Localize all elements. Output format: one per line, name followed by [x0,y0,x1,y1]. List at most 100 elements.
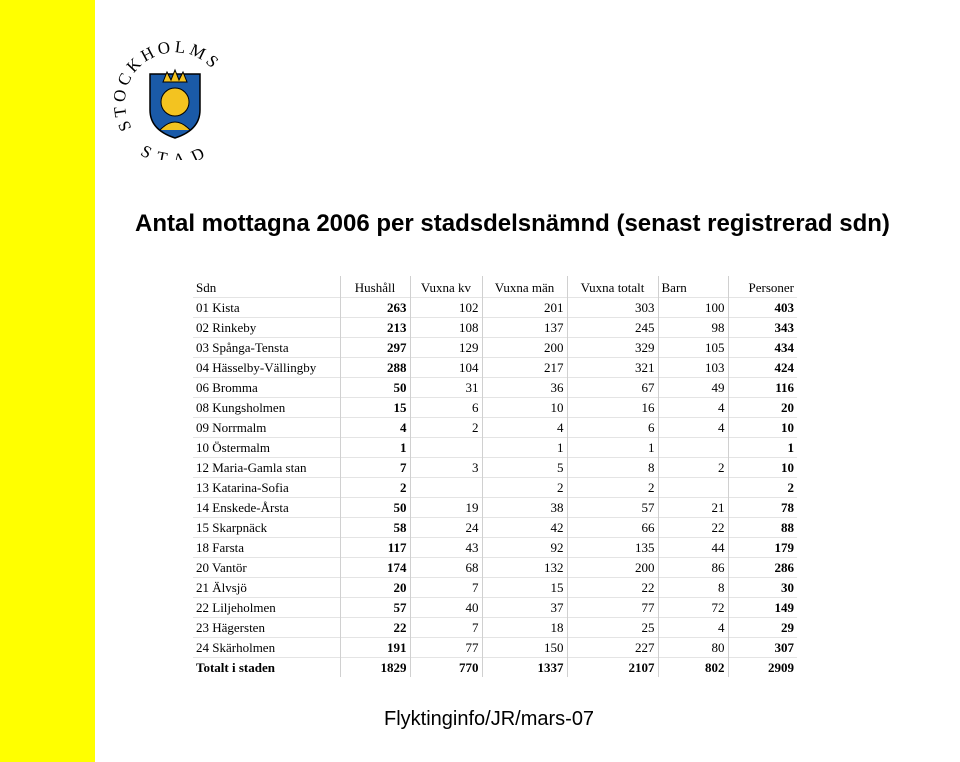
table-cell: 6 [409,397,482,418]
table-row: 15 Skarpnäck 58 24 42 66 22 88 [193,517,797,538]
table-cell: 2 [566,477,658,498]
table-cell: 102 [409,297,482,318]
table-row: 10 Östermalm 1 1 1 1 [193,437,797,458]
table-cell: 18 [481,617,567,638]
table-row: 18 Farsta 117 43 92 135 44 179 [193,537,797,558]
table-cell: 43 [409,537,482,558]
table-row: 09 Norrmalm 4 2 4 6 4 10 [193,417,797,438]
table-cell: 14 Enskede-Årsta [193,497,340,518]
table-cell: 15 [481,577,567,598]
shoulders [159,121,191,131]
table-cell: 18 Farsta [193,537,340,558]
table-cell: 403 [727,297,797,318]
header-cell: Sdn [196,279,217,295]
table-cell: 149 [727,597,797,618]
table-cell: 201 [481,297,567,318]
footer: Flyktinginfo/JR/mars-07 [384,708,595,730]
table-cell: 58 [339,517,410,538]
header-cell: Barn [657,276,728,298]
table-cell: 13 Katarina-Sofia [193,477,340,498]
table-cell: Totalt i staden [193,657,340,677]
table-cell: 80 [657,637,728,658]
table-cell: 286 [727,557,797,578]
table-cell: 40 [409,597,482,618]
table-cell: 2 [339,477,410,498]
table-row: 22 Liljeholmen 57 40 37 77 72 149 [193,597,797,618]
table-cell: 49 [657,377,728,398]
table-cell: 4 [339,417,410,438]
table-cell: 09 Norrmalm [193,417,340,438]
table-cell: 21 [657,497,728,518]
header-cell: Vuxna totalt [566,276,658,298]
table-cell: 100 [657,297,728,318]
table-cell: 105 [657,337,728,358]
header-cell: Vuxna kv [409,276,482,298]
yellow-stripe [0,0,95,762]
table-cell: 42 [481,517,567,538]
table-cell: 67 [566,377,658,398]
table-cell: 38 [481,497,567,518]
header-cell: Hushåll [339,276,410,298]
table-row: 21 Älvsjö 20 7 15 22 8 30 [193,577,797,598]
table-cell: 88 [727,517,797,538]
table-cell: 4 [657,397,728,418]
table-row: Totalt i staden 1829 770 1337 2107 802 2909 [193,657,797,677]
table-cell [657,437,728,458]
table-cell: 22 [657,517,728,538]
table: Sdn Hushåll Vuxna kv Vuxna män Vuxna totalt B… [193,276,797,677]
header-row: Sdn Hushåll Vuxna kv Vuxna män Vuxna totalt B… [193,276,797,298]
table-cell: 50 [339,377,410,398]
table-cell: 191 [339,637,410,658]
logo: STOCKHOLMS STAD [110,37,221,160]
table-cell: 24 Skärholmen [193,637,340,658]
table-cell: 8 [566,457,658,478]
table-cell: 7 [409,577,482,598]
table-cell: 1 [339,437,410,458]
table-cell: 12 Maria-Gamla stan [193,457,340,478]
logo-bottom-text: STAD [138,141,212,160]
table-cell: 2 [727,477,797,498]
table-cell: 22 [339,617,410,638]
table-cell: 03 Spånga-Tensta [193,337,340,358]
table-cell: 31 [409,377,482,398]
table-cell: 2 [409,417,482,438]
table-cell: 78 [727,497,797,518]
table-cell: 770 [409,657,482,677]
table-cell: 29 [727,617,797,638]
table-cell: 23 Hägersten [193,617,340,638]
table-cell: 15 [339,397,410,418]
table-cell: 1 [566,437,658,458]
table-cell: 129 [409,337,482,358]
table-cell: 5 [481,457,567,478]
table-cell: 132 [481,557,567,578]
table-cell: 217 [481,357,567,378]
table-cell: 6 [566,417,658,438]
header-cell: Vuxna män [481,276,567,298]
table-cell: 25 [566,617,658,638]
table-cell: 10 [727,457,797,478]
table-cell: 4 [481,417,567,438]
table-cell: 2107 [566,657,658,677]
table-cell: 116 [727,377,797,398]
table-cell: 22 [566,577,658,598]
table-cell: 108 [409,317,482,338]
table-row: 12 Maria-Gamla stan 7 3 5 8 2 10 [193,457,797,478]
table-cell: 1829 [339,657,410,677]
table-cell: 117 [339,537,410,558]
table-cell: 02 Rinkeby [193,317,340,338]
table-cell: 20 [339,577,410,598]
table-cell: 424 [727,357,797,378]
table-cell: 57 [566,497,658,518]
table-cell: 174 [339,557,410,578]
table-cell: 77 [409,637,482,658]
table-cell: 802 [657,657,728,677]
table-cell: 135 [566,537,658,558]
table-cell: 303 [566,297,658,318]
table-cell: 36 [481,377,567,398]
table-cell: 200 [566,557,658,578]
table-cell: 7 [339,457,410,478]
table-cell: 1 [727,437,797,458]
table-row: 04 Hässelby-Vällingby 288 104 217 321 103 424 [193,357,797,378]
table-cell: 307 [727,637,797,658]
